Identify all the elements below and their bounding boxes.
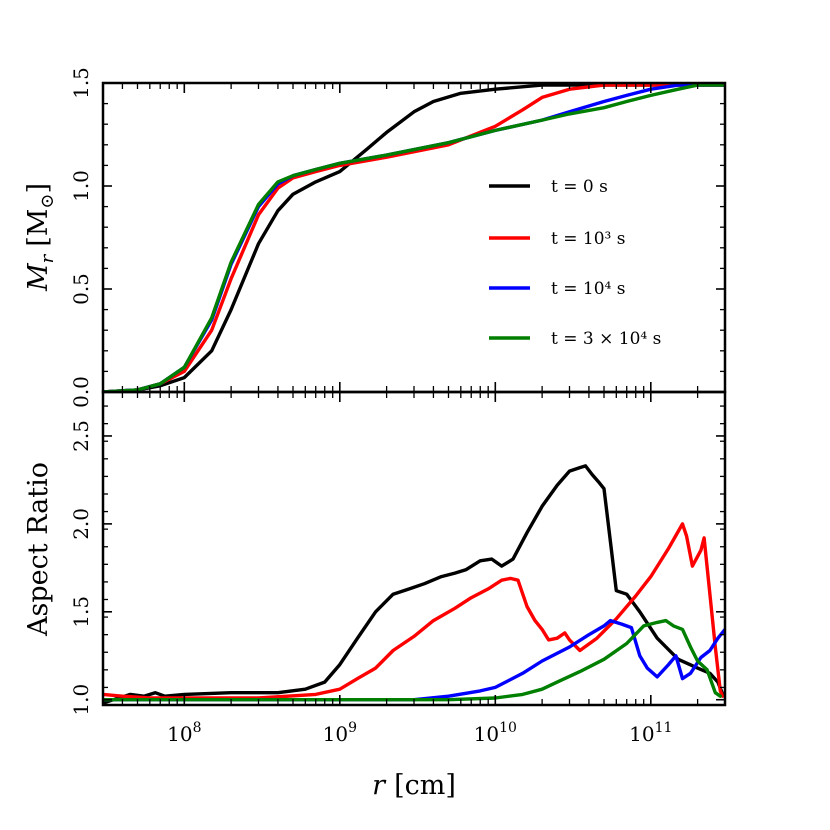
legend: t = 0 s t = 10³ s t = 10⁴ s t = 3 × 10⁴ s — [489, 177, 661, 349]
top-series-1 — [103, 83, 725, 392]
top-y-axis-label: Mr[M⊙] — [23, 183, 58, 292]
bottom-panel-frame — [101, 390, 727, 707]
bottom-ytick-label-3: 2.5 — [69, 420, 93, 452]
xtick-label-0: 108 — [167, 720, 201, 746]
bottom-x-ticks: 108 109 1010 1011 — [102, 392, 726, 746]
bottom-ytick-label-2: 2.0 — [69, 508, 93, 540]
bottom-series-3 — [103, 618, 722, 702]
legend-label-3: t = 3 × 10⁴ s — [551, 329, 661, 349]
bottom-ytick-label-0: 1.0 — [69, 684, 93, 716]
legend-label-1: t = 10³ s — [551, 229, 625, 249]
x-axis-label: r [cm] — [372, 770, 456, 801]
bottom-y-ticks: 1.0 1.5 2.0 2.5 — [69, 405, 725, 716]
top-plot-area — [103, 83, 725, 392]
top-y-ticks: 0.0 0.5 1.0 1.5 — [69, 67, 725, 408]
top-ytick-label-3: 1.5 — [69, 67, 93, 99]
bottom-series-1 — [103, 522, 725, 700]
bottom-panel: 1.0 1.5 2.0 2.5 108 109 1010 1011 Aspect Ratio… — [23, 390, 727, 801]
bottom-ytick-label-1: 1.5 — [69, 596, 93, 628]
top-ytick-label-2: 1.0 — [69, 170, 93, 202]
legend-label-0: t = 0 s — [551, 177, 608, 197]
xtick-label-1: 109 — [323, 720, 357, 746]
xtick-label-3: 1011 — [629, 720, 672, 746]
top-series-3 — [103, 83, 725, 392]
top-panel: 0.00.51.01.5 Mr[M⊙] t = 0 st = 10³ st = … — [23, 67, 727, 408]
top-ytick-label-1: 0.5 — [69, 273, 93, 305]
top-ytick-label-0: 0.0 — [69, 376, 93, 408]
bottom-series-2 — [103, 618, 725, 702]
legend-label-2: t = 10⁴ s — [551, 279, 625, 299]
top-series-0 — [103, 83, 725, 392]
xtick-label-2: 1010 — [474, 720, 517, 746]
bottom-series-0 — [103, 464, 725, 705]
bottom-y-axis-label: Aspect Ratio — [23, 462, 54, 637]
bottom-plot-area — [103, 464, 725, 705]
